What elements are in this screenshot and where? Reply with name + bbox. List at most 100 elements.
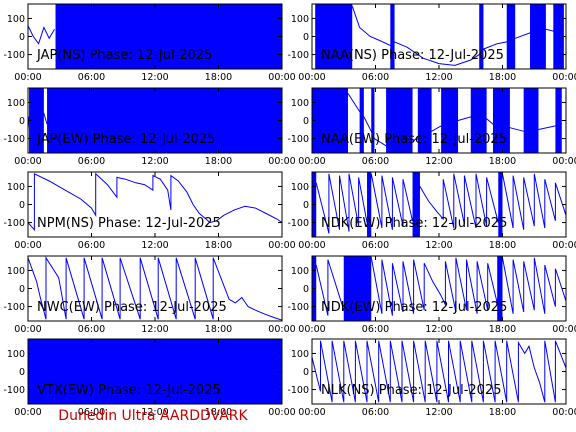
panel-title: NDK(EW) Phase: 12-Jul-2025 (321, 216, 507, 231)
x-tick-label: 12:00 (425, 240, 452, 251)
x-tick-label: 18:00 (489, 156, 516, 167)
y-tick-label: -100 (3, 385, 25, 396)
x-tick-label: 18:00 (489, 72, 516, 83)
y-tick-label: 100 (291, 14, 309, 25)
dense-trace-region (359, 88, 364, 153)
x-tick-label: 00:00 (552, 407, 576, 418)
y-tick-label: 100 (291, 98, 309, 109)
plot-area (312, 256, 566, 321)
dense-trace-region (441, 88, 459, 153)
dense-trace-region (470, 88, 487, 153)
plot-area (28, 172, 282, 232)
y-tick-label: 100 (7, 14, 25, 25)
x-tick-label: 18:00 (205, 407, 232, 418)
plot-area (28, 339, 282, 404)
dense-trace-region (497, 256, 503, 321)
plot-area (28, 4, 282, 69)
dense-trace-region (523, 88, 539, 153)
dense-trace-region (390, 4, 395, 69)
phase-panel: 100 0 -100 00:00 06:00 12:00 18:00 00:00 NLK(NS)… (287, 338, 576, 418)
x-tick-label: 12:00 (141, 72, 168, 83)
phase-panel: 100 0 -100 00:00 06:00 12:00 18:00 00:00 NPM(NS)… (3, 171, 296, 251)
y-tick-label: 0 (19, 367, 25, 378)
y-tick-label: 0 (303, 116, 309, 127)
x-tick-label: 06:00 (362, 240, 389, 251)
x-tick-label: 18:00 (205, 240, 232, 251)
dense-trace-region (386, 88, 413, 153)
phase-series-line (28, 112, 48, 130)
phase-panel: 100 0 -100 00:00 06:00 12:00 18:00 00:00 JAP(EW)… (3, 87, 296, 167)
plot-area (315, 4, 565, 69)
x-tick-label: 18:00 (205, 324, 232, 335)
y-tick-label: 100 (291, 266, 309, 277)
x-tick-label: 00:00 (268, 324, 295, 335)
phase-series-line (28, 172, 282, 232)
y-tick-label: -100 (3, 50, 25, 61)
dense-trace-region (29, 88, 44, 153)
x-tick-label: 00:00 (298, 240, 325, 251)
y-tick-label: 100 (7, 98, 25, 109)
x-tick-label: 12:00 (425, 156, 452, 167)
phase-series-line (315, 256, 566, 316)
x-tick-label: 18:00 (489, 240, 516, 251)
x-tick-label: 00:00 (268, 72, 295, 83)
y-tick-label: 0 (303, 200, 309, 211)
plot-area (312, 88, 562, 153)
dense-trace-region (371, 88, 375, 153)
x-tick-label: 00:00 (552, 240, 576, 251)
phase-panel: 100 0 -100 00:00 06:00 12:00 18:00 00:00 NDK(EW)… (287, 255, 576, 335)
x-tick-label: 00:00 (14, 156, 41, 167)
phase-series-line (315, 173, 566, 234)
x-tick-label: 12:00 (141, 324, 168, 335)
y-tick-label: 100 (7, 349, 25, 360)
dense-trace-region (55, 4, 282, 69)
x-tick-label: 00:00 (268, 407, 295, 418)
y-tick-label: -100 (287, 385, 309, 396)
y-tick-label: 0 (303, 367, 309, 378)
panel-title: NLK(NS) Phase: 12-Jul-2025 (321, 383, 502, 398)
x-tick-label: 18:00 (489, 324, 516, 335)
x-tick-label: 06:00 (362, 156, 389, 167)
x-tick-label: 06:00 (362, 324, 389, 335)
phase-panel: 100 0 -100 00:00 06:00 12:00 18:00 00:00 JAP(NS)… (3, 3, 296, 83)
x-tick-label: 00:00 (552, 72, 576, 83)
x-tick-label: 00:00 (268, 156, 295, 167)
dense-trace-region (553, 4, 564, 69)
x-tick-label: 18:00 (489, 407, 516, 418)
x-tick-label: 06:00 (78, 240, 105, 251)
phase-panel: 100 0 -100 00:00 06:00 12:00 18:00 00:00 NAA(EW)… (287, 87, 576, 167)
panel-grid: 100 0 -100 00:00 06:00 12:00 18:00 00:00 JAP(NS)… (3, 3, 576, 418)
panel-title: NPM(NS) Phase: 12-Jul-2025 (37, 216, 221, 231)
phase-series-line (28, 25, 55, 45)
x-tick-label: 00:00 (298, 324, 325, 335)
x-tick-label: 06:00 (78, 156, 105, 167)
dense-trace-region (479, 4, 484, 69)
x-tick-label: 06:00 (78, 324, 105, 335)
y-tick-label: -100 (287, 134, 309, 145)
y-tick-label: -100 (287, 218, 309, 229)
dense-trace-region (492, 88, 510, 153)
x-tick-label: 12:00 (141, 407, 168, 418)
y-tick-label: 0 (19, 32, 25, 43)
y-tick-label: 100 (7, 182, 25, 193)
x-tick-label: 00:00 (268, 240, 295, 251)
y-tick-label: 0 (303, 284, 309, 295)
phase-series-line (28, 256, 282, 321)
phase-panel: 100 0 -100 00:00 06:00 12:00 18:00 00:00 NDK(EW)… (287, 171, 576, 251)
y-tick-label: 0 (19, 116, 25, 127)
x-tick-label: 12:00 (141, 156, 168, 167)
x-tick-label: 12:00 (425, 72, 452, 83)
y-tick-label: -100 (287, 302, 309, 313)
phase-panel: 100 0 -100 00:00 06:00 12:00 18:00 00:00 NAA(NS)… (287, 3, 576, 83)
y-tick-label: 100 (291, 349, 309, 360)
y-tick-label: -100 (287, 50, 309, 61)
plot-area (312, 340, 566, 403)
panel-title: JAP(EW) Phase: 12-Jul-2025 (36, 132, 215, 147)
dense-trace-region (530, 4, 546, 69)
x-tick-label: 18:00 (205, 156, 232, 167)
x-tick-label: 00:00 (14, 407, 41, 418)
x-tick-label: 00:00 (298, 156, 325, 167)
y-tick-label: 0 (19, 284, 25, 295)
y-tick-label: 0 (303, 32, 309, 43)
phase-panel: 100 0 -100 00:00 06:00 12:00 18:00 00:00 NWC(EW)… (3, 255, 296, 335)
